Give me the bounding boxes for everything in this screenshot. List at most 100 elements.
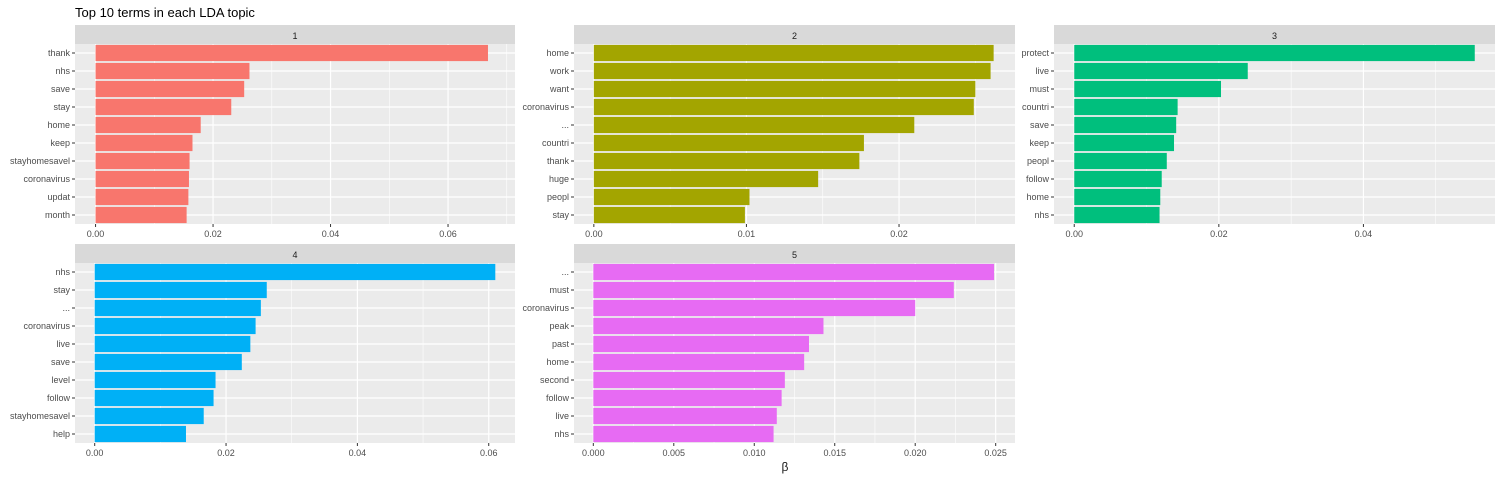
facet-strip [1054,25,1495,44]
bar-save [95,80,245,98]
bar-follow [1074,170,1162,188]
y-tick-label: updat [47,192,70,202]
facet-strip-label: 4 [292,250,297,260]
x-tick-label: 0.06 [439,229,457,239]
y-tick-label: home [1026,192,1049,202]
bar-follow [94,389,214,407]
x-tick-label: 0.01 [738,229,756,239]
bar-must [1074,80,1222,98]
y-tick-label: follow [47,393,71,403]
y-tick-label: coronavirus [23,321,70,331]
x-tick-label: 0.005 [663,448,686,458]
x-tick-label: 0.00 [86,448,104,458]
bar-coronavirus [593,98,974,116]
bar-live [593,407,777,425]
y-tick-label: stay [552,210,569,220]
bar-want [593,80,976,98]
bar-peopl [1074,152,1167,170]
facet-strip [75,25,515,44]
y-tick-label: ... [62,303,70,313]
bar-follow [593,389,782,407]
y-tick-label: coronavirus [522,102,569,112]
bar-countri [1074,98,1178,116]
bar-must [593,281,954,299]
y-tick-label: ... [561,120,569,130]
x-tick-label: 0.06 [480,448,498,458]
bar-home [593,44,994,62]
bar-home [1074,188,1161,206]
bar-level [94,371,216,389]
bar-past [593,335,809,353]
facet-panel-5: 5 0.000 0.005 0.010 0.015 0.020 0.025... must co… [522,244,1015,458]
bar-peak [593,317,824,335]
bar-month [95,206,187,224]
y-tick-label: live [56,339,70,349]
bar-keep [1074,134,1175,152]
bar-save [1074,116,1177,134]
y-tick-label: protect [1021,48,1049,58]
y-tick-label: nhs [1034,210,1049,220]
y-tick-label: follow [546,393,570,403]
x-tick-label: 0.02 [217,448,235,458]
facet-panels: 1 0.00 0.02 0.04 0.06 thank nhs save stay home kee… [10,25,1495,458]
facet-strip [75,244,515,263]
bar-coronavirus [593,299,916,317]
y-tick-label: level [51,375,70,385]
facet-panel-4: 4 0.00 0.02 0.04 0.06 nhs stay... coronavirus li… [10,244,515,458]
facet-strip-label: 5 [792,250,797,260]
y-tick-label: must [549,285,569,295]
facet-strip [574,244,1015,263]
y-tick-label: save [1030,120,1049,130]
y-tick-label: home [546,357,569,367]
y-tick-label: home [47,120,70,130]
x-tick-label: 0.015 [823,448,846,458]
x-tick-label: 0.025 [984,448,1007,458]
bar-nhs [1074,206,1160,224]
y-tick-label: home [546,48,569,58]
y-tick-label: countri [542,138,569,148]
bar-huge [593,170,819,188]
bar-work [593,62,991,80]
x-tick-label: 0.00 [585,229,603,239]
y-tick-label: follow [1026,174,1050,184]
bar-stayhomesavel [94,407,204,425]
x-tick-label: 0.020 [904,448,927,458]
y-tick-label: save [51,357,70,367]
x-tick-label: 0.02 [890,229,908,239]
facet-panel-2: 2 0.00 0.01 0.02 home work want coronavirus... c… [522,25,1015,239]
bar-nhs [593,425,774,443]
x-tick-label: 0.02 [1210,229,1228,239]
y-tick-label: month [45,210,70,220]
x-tick-label: 0.02 [204,229,222,239]
chart-title: Top 10 terms in each LDA topic [75,5,255,20]
y-tick-label: live [1035,66,1049,76]
bar-peopl [593,188,750,206]
x-tick-label: 0.010 [743,448,766,458]
y-tick-label: help [53,429,70,439]
bar-stay [94,281,267,299]
y-tick-label: coronavirus [522,303,569,313]
x-tick-label: 0.04 [1355,229,1373,239]
facet-panel-3: 3 0.00 0.02 0.04 protect live must countri save k… [1021,25,1495,239]
bar-coronavirus [95,170,189,188]
y-tick-label: must [1029,84,1049,94]
y-tick-label: peopl [547,192,569,202]
bar-save [94,353,242,371]
bar-live [1074,62,1248,80]
y-tick-label: save [51,84,70,94]
y-tick-label: stayhomesavel [10,156,70,166]
y-tick-label: second [540,375,569,385]
bar-thank [95,44,488,62]
bar-protect [1074,44,1475,62]
x-tick-label: 0.00 [1065,229,1083,239]
bar-home [593,353,805,371]
bar-... [593,116,915,134]
bar-keep [95,134,193,152]
facet-strip-label: 1 [292,31,297,41]
bar-... [94,299,261,317]
bar-nhs [95,62,250,80]
y-tick-label: peak [549,321,569,331]
y-tick-label: coronavirus [23,174,70,184]
y-tick-label: work [549,66,570,76]
